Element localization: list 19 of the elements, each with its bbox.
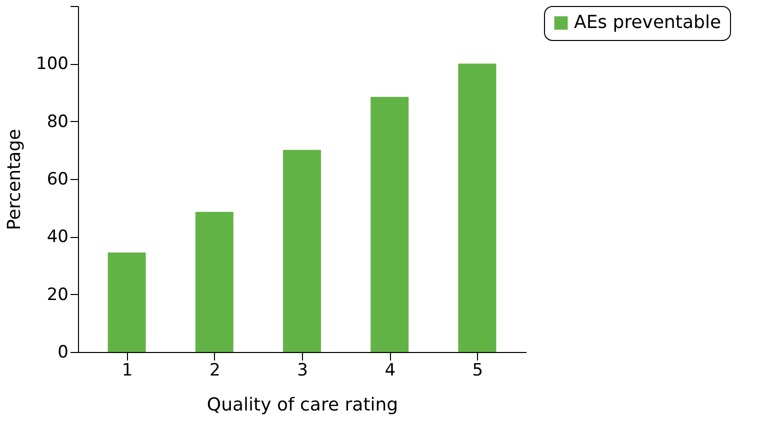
x-axis-title: Quality of care rating [206, 394, 398, 416]
bar [108, 252, 146, 352]
x-tick-label: 3 [297, 360, 308, 380]
bar [283, 150, 321, 352]
y-tick-label: 40 [46, 227, 68, 248]
x-tick-label: 4 [384, 360, 396, 380]
legend-label: AEs preventable [574, 12, 722, 33]
y-tick-label: 100 [36, 54, 68, 74]
y-tick-label: 20 [46, 284, 68, 305]
y-tick-label: 80 [46, 112, 68, 132]
y-tick-label: 0 [58, 342, 68, 362]
bar [195, 212, 234, 352]
y-tick-label: 60 [46, 170, 68, 190]
x-tick-label: 5 [472, 360, 484, 380]
x-tick-label: 1 [122, 360, 133, 380]
bar [458, 64, 496, 352]
bar [370, 96, 409, 352]
y-axis-title: Percentage [4, 128, 26, 230]
x-tick-label: 2 [209, 360, 220, 380]
